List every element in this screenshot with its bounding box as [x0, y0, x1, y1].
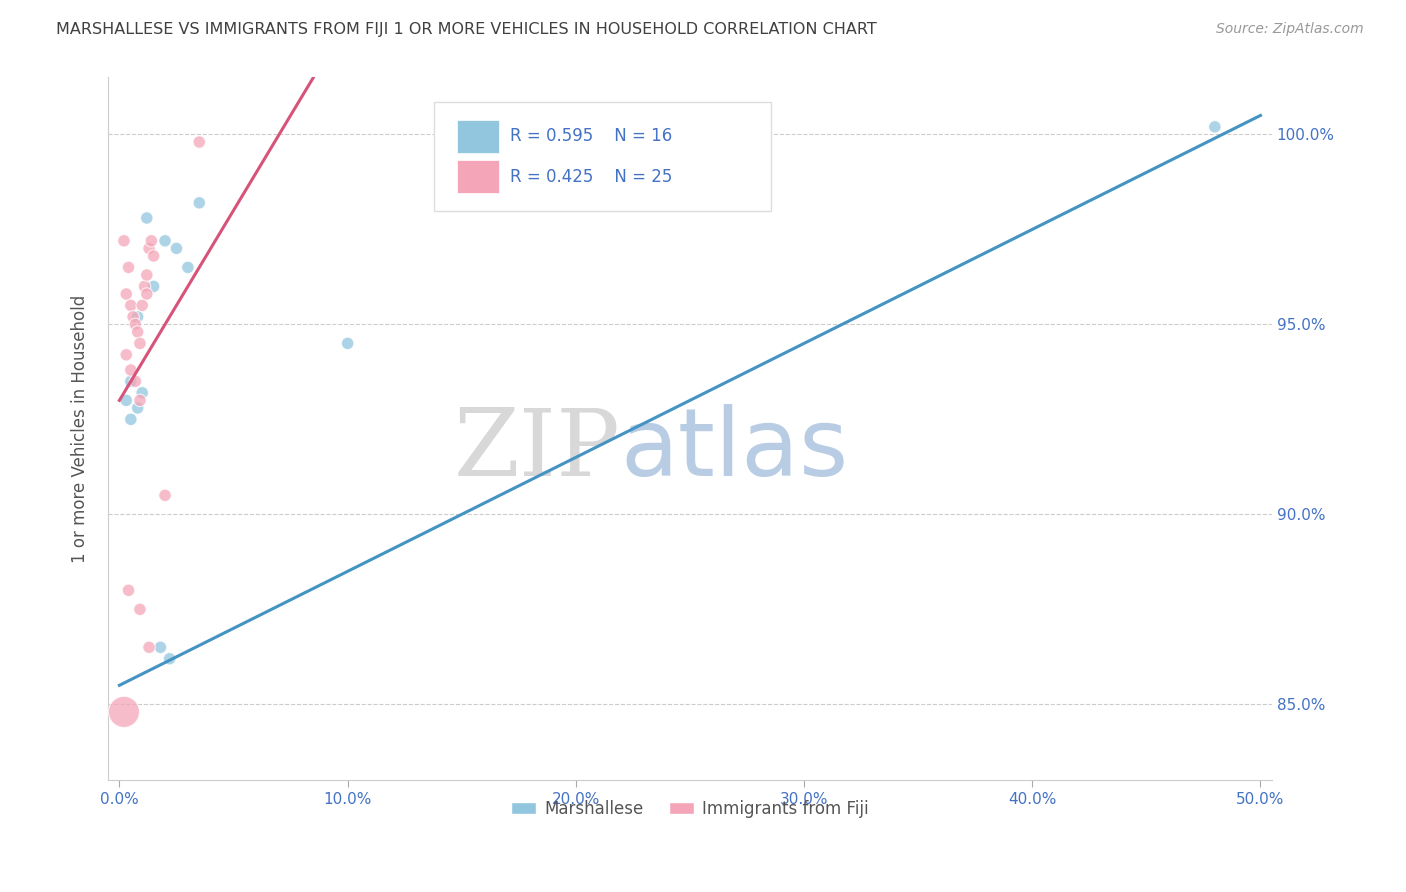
Text: R = 0.595    N = 16: R = 0.595 N = 16: [509, 128, 672, 145]
Point: [129, 336, 152, 351]
Point: [153, 488, 176, 502]
FancyBboxPatch shape: [434, 102, 772, 211]
Point: [120, 412, 142, 426]
Point: [117, 260, 139, 275]
Point: [131, 385, 153, 400]
Point: [120, 298, 142, 312]
Text: ZIP: ZIP: [453, 405, 620, 495]
Point: [115, 348, 138, 362]
Point: [188, 135, 211, 149]
Point: [127, 325, 149, 339]
Point: [134, 279, 156, 293]
Point: [138, 640, 160, 655]
Text: R = 0.425    N = 25: R = 0.425 N = 25: [509, 168, 672, 186]
Point: [142, 249, 165, 263]
Point: [141, 234, 163, 248]
Point: [127, 401, 149, 415]
Point: [129, 602, 152, 616]
Point: [115, 287, 138, 301]
Point: [124, 375, 146, 389]
Point: [122, 310, 145, 324]
Text: atlas: atlas: [620, 404, 848, 496]
Point: [177, 260, 200, 275]
Y-axis label: 1 or more Vehicles in Household: 1 or more Vehicles in Household: [72, 294, 89, 563]
Point: [117, 583, 139, 598]
Point: [120, 363, 142, 377]
Point: [166, 241, 188, 255]
Point: [112, 234, 135, 248]
Point: [138, 241, 160, 255]
Text: MARSHALLESE VS IMMIGRANTS FROM FIJI 1 OR MORE VEHICLES IN HOUSEHOLD CORRELATION : MARSHALLESE VS IMMIGRANTS FROM FIJI 1 OR…: [56, 22, 877, 37]
Point: [120, 375, 142, 389]
FancyBboxPatch shape: [457, 161, 499, 193]
Point: [149, 640, 172, 655]
Point: [188, 195, 211, 210]
Point: [153, 234, 176, 248]
Point: [135, 211, 157, 225]
Point: [124, 318, 146, 332]
Point: [135, 268, 157, 282]
Point: [112, 705, 135, 719]
Point: [142, 279, 165, 293]
Legend: Marshallese, Immigrants from Fiji: Marshallese, Immigrants from Fiji: [505, 793, 876, 825]
Point: [135, 287, 157, 301]
Point: [127, 310, 149, 324]
Text: Source: ZipAtlas.com: Source: ZipAtlas.com: [1216, 22, 1364, 37]
Point: [131, 298, 153, 312]
Point: [1204, 120, 1226, 134]
Point: [129, 393, 152, 408]
Point: [336, 336, 359, 351]
Point: [159, 651, 181, 665]
Point: [115, 393, 138, 408]
FancyBboxPatch shape: [457, 120, 499, 153]
